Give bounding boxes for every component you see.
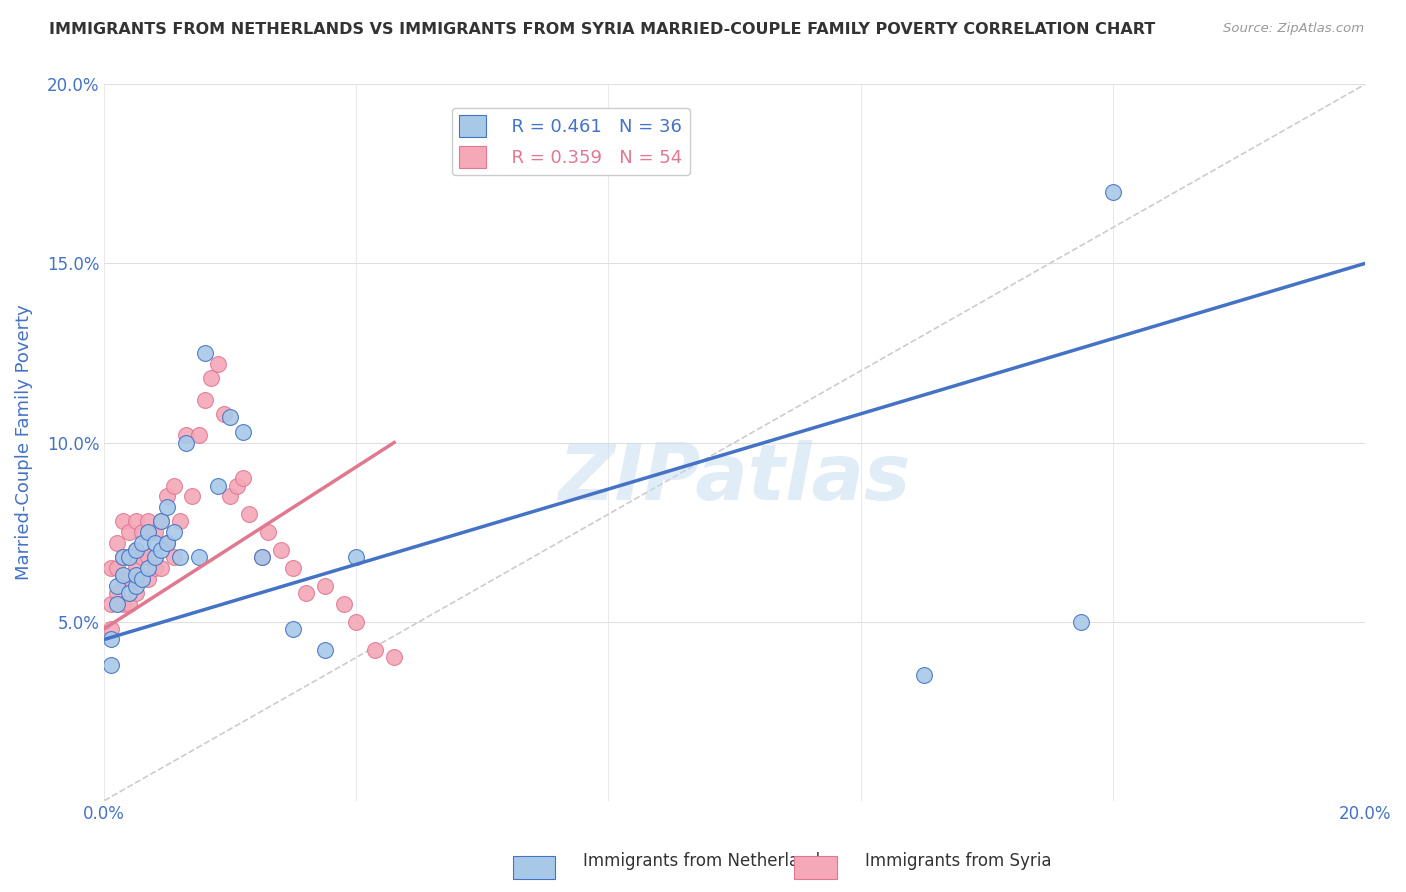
Point [125, 561, 148, 575]
Point [149, 543, 172, 558]
Point [250, 550, 273, 565]
Point [156, 500, 179, 514]
Point [149, 561, 172, 575]
Point [100, 597, 122, 611]
Point [112, 514, 135, 528]
Legend:   R = 0.461   N = 36,   R = 0.359   N = 54: R = 0.461 N = 36, R = 0.359 N = 54 [451, 108, 690, 176]
Text: Immigrants from Netherlands: Immigrants from Netherlands [583, 852, 830, 870]
Point [364, 643, 387, 657]
Point [125, 568, 148, 582]
Point [283, 561, 305, 575]
Text: ZIPatlas: ZIPatlas [558, 441, 911, 516]
Point [257, 524, 280, 539]
Point [232, 471, 254, 485]
Point [131, 536, 153, 550]
Point [207, 478, 229, 492]
Point [118, 524, 141, 539]
Point [112, 550, 135, 565]
Text: Immigrants from Syria: Immigrants from Syria [865, 852, 1052, 870]
Point [314, 643, 336, 657]
Point [125, 579, 148, 593]
Point [112, 568, 135, 582]
Point [118, 572, 141, 586]
Text: IMMIGRANTS FROM NETHERLANDS VS IMMIGRANTS FROM SYRIA MARRIED-COUPLE FAMILY POVER: IMMIGRANTS FROM NETHERLANDS VS IMMIGRANT… [49, 22, 1156, 37]
Point [219, 410, 242, 425]
Point [169, 514, 191, 528]
Point [219, 489, 242, 503]
Point [344, 615, 367, 629]
Point [112, 550, 135, 565]
Point [382, 650, 405, 665]
Point [149, 514, 172, 528]
Point [194, 346, 217, 360]
Point [105, 536, 128, 550]
Point [162, 550, 184, 565]
Point [125, 543, 148, 558]
Point [270, 543, 292, 558]
Point [143, 524, 166, 539]
Point [138, 572, 160, 586]
Point [187, 428, 209, 442]
Point [174, 435, 197, 450]
Text: Source: ZipAtlas.com: Source: ZipAtlas.com [1223, 22, 1364, 36]
Point [156, 536, 179, 550]
Point [162, 524, 184, 539]
Point [105, 561, 128, 575]
Point [112, 597, 135, 611]
Point [169, 550, 191, 565]
Point [156, 536, 179, 550]
Point [174, 428, 197, 442]
Point [100, 632, 122, 647]
Point [112, 572, 135, 586]
Point [162, 478, 184, 492]
Point [912, 668, 935, 682]
Point [250, 550, 273, 565]
Point [344, 550, 367, 565]
Point [125, 543, 148, 558]
Point [125, 514, 148, 528]
Point [207, 357, 229, 371]
Point [138, 524, 160, 539]
Point [118, 586, 141, 600]
Point [194, 392, 217, 407]
Point [332, 597, 354, 611]
Point [181, 489, 204, 503]
Point [118, 597, 141, 611]
Point [1070, 615, 1092, 629]
Point [100, 561, 122, 575]
Point [118, 550, 141, 565]
Point [143, 536, 166, 550]
Point [295, 586, 318, 600]
Point [105, 586, 128, 600]
Point [100, 622, 122, 636]
Point [212, 407, 235, 421]
Point [131, 572, 153, 586]
Point [200, 371, 222, 385]
Point [100, 657, 122, 672]
Point [1101, 185, 1123, 199]
Point [238, 507, 260, 521]
Point [118, 550, 141, 565]
Point [225, 478, 247, 492]
Point [138, 514, 160, 528]
Point [131, 550, 153, 565]
Point [187, 550, 209, 565]
Point [138, 550, 160, 565]
Point [125, 586, 148, 600]
Point [131, 524, 153, 539]
Point [105, 597, 128, 611]
Y-axis label: Married-Couple Family Poverty: Married-Couple Family Poverty [15, 305, 32, 581]
Point [232, 425, 254, 439]
Point [149, 514, 172, 528]
Point [143, 550, 166, 565]
Point [131, 572, 153, 586]
Point [283, 622, 305, 636]
Point [105, 579, 128, 593]
Point [143, 561, 166, 575]
Point [156, 489, 179, 503]
Point [138, 561, 160, 575]
Point [314, 579, 336, 593]
